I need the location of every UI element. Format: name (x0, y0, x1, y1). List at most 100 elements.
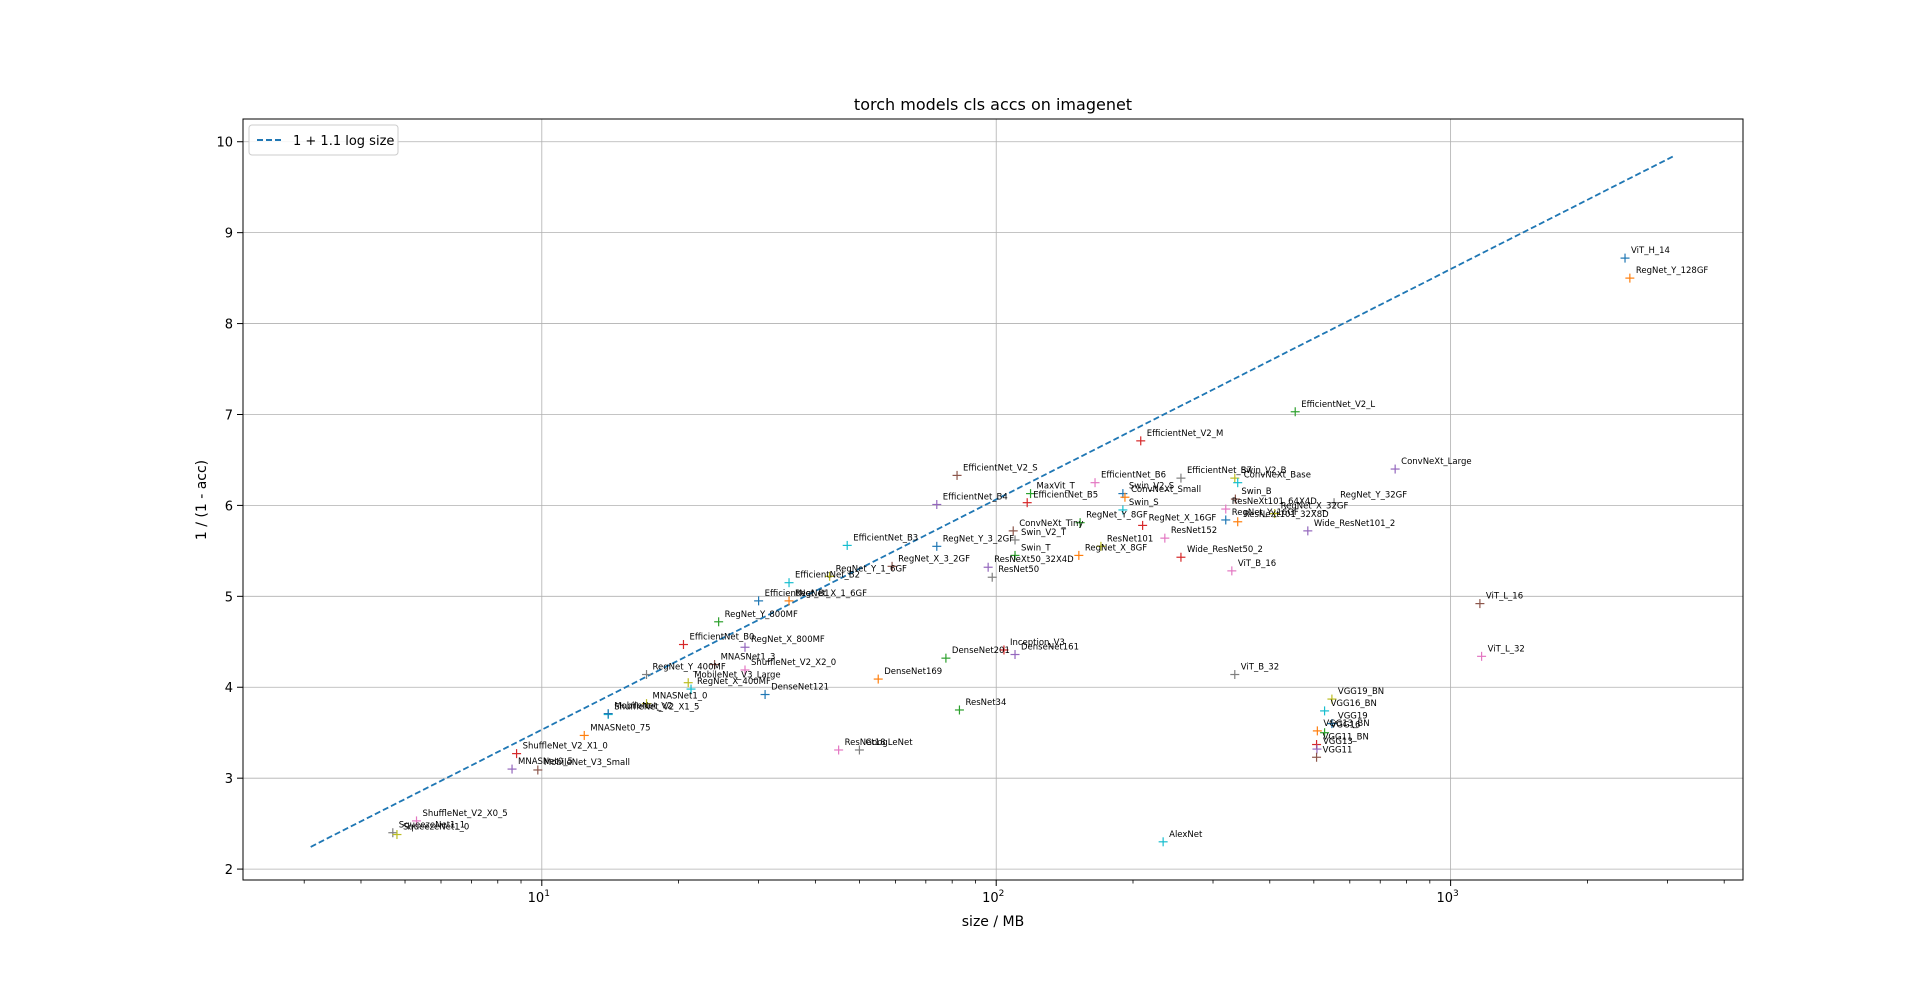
point-vit-h-14 (1620, 253, 1630, 263)
point-swin-v2-b (1230, 473, 1240, 483)
point-maxvit-t (1026, 489, 1036, 499)
point-label-shufflenet-v2-x2-0: ShuffleNet_V2_X2_0 (751, 658, 836, 668)
point-densenet161 (1010, 650, 1020, 660)
point-label-efficientnet-b7: EfficientNet_B7 (1187, 466, 1252, 476)
point-regnet-y-400mf (642, 670, 652, 680)
point-label-mnasnet1-3: MNASNet1_3 (721, 653, 776, 663)
y-tick-label: 2 (225, 863, 233, 878)
x-axis-label: size / MB (962, 914, 1024, 930)
point-label-vgg19: VGG19 (1338, 712, 1368, 722)
x-tick-label: 103 (1436, 889, 1458, 906)
point-regnet-x-3-2gf (887, 561, 897, 571)
point-regnet-y-128gf (1625, 273, 1635, 283)
point-resnet50 (987, 572, 997, 582)
point-convnext-large (1390, 464, 1400, 474)
point-label-resnet34: ResNet34 (965, 698, 1006, 708)
point-regnet-x-800mf (740, 642, 750, 652)
point-label-vit-h-14: ViT_H_14 (1631, 246, 1670, 256)
point-vgg13-bn (1312, 726, 1322, 736)
point-regnet-x-8gf (1074, 550, 1084, 560)
point-label-resnet101: ResNet101 (1107, 534, 1153, 544)
chart-title: torch models cls accs on imagenet (854, 95, 1132, 114)
point-convnext-small (1120, 492, 1130, 502)
point-efficientnet-b6 (1090, 478, 1100, 488)
y-tick-label: 7 (225, 408, 233, 423)
y-axis-ticks: 2 3 4 5 6 7 8 9 10 (216, 136, 243, 878)
point-resnext101-64x4d (1221, 504, 1231, 514)
point-squeezenet1-1 (388, 828, 398, 838)
point-resnext101-32x8d (1233, 517, 1243, 527)
point-wide-resnet101-2 (1303, 526, 1313, 536)
point-label-mobilenet-v2: MobileNet_V2 (614, 702, 672, 712)
point-resnet34 (954, 705, 964, 715)
point-label-vgg11: VGG11 (1323, 745, 1353, 755)
point-regnet-y-1-6gf (825, 571, 835, 581)
y-tick-label: 5 (225, 590, 233, 605)
point-label-alexnet: AlexNet (1169, 830, 1203, 840)
point-label-convnext-large: ConvNeXt_Large (1401, 457, 1471, 467)
point-mnasnet1-0 (642, 699, 652, 709)
point-alexnet (1158, 837, 1168, 847)
point-label-vit-b-32: ViT_B_32 (1241, 663, 1279, 673)
point-label-efficientnet-v2-s: EfficientNet_V2_S (963, 463, 1038, 473)
point-efficientnet-b4 (932, 500, 942, 510)
point-regnet-y-16gf (1221, 515, 1231, 525)
point-label-regnet-y-800mf: RegNet_Y_800MF (725, 610, 798, 620)
point-efficientnet-v2-s (952, 470, 962, 480)
point-efficientnet-b3 (842, 540, 852, 550)
point-label-swin-t: Swin_T (1021, 543, 1051, 553)
point-swin-v2-t (1010, 535, 1020, 545)
point-label-regnet-y-128gf: RegNet_Y_128GF (1636, 266, 1709, 276)
point-label-densenet169: DenseNet169 (884, 667, 942, 677)
point-label-efficientnet-v2-m: EfficientNet_V2_M (1147, 429, 1224, 439)
point-mnasnet1-3 (710, 660, 720, 670)
point-label-vgg13: VGG13 (1323, 737, 1353, 747)
point-label-vit-b-16: ViT_B_16 (1238, 559, 1276, 569)
point-resnet101 (1096, 541, 1106, 551)
point-swin-t (1010, 550, 1020, 560)
plot-frame (242, 118, 1744, 881)
y-tick-label: 4 (225, 681, 233, 696)
point-label-densenet161: DenseNet161 (1021, 643, 1079, 653)
point-label-squeezenet1-0: SqueezeNet1_0 (403, 823, 469, 833)
point-label-regnet-x-1-6gf: RegNet_X_1_6GF (795, 589, 867, 599)
point-label-mnasnet0-5: MNASNet0_5 (518, 757, 573, 767)
point-label-vgg16: VGG16 (1331, 721, 1361, 731)
point-label-squeezenet1-1: SqueezeNet1_1 (399, 821, 465, 831)
point-label-vgg19-bn: VGG19_BN (1338, 687, 1384, 697)
point-swin-b (1230, 494, 1240, 504)
point-label-resnet50: ResNet50 (998, 565, 1039, 575)
point-label-swin-v2-s: Swin_V2_S (1129, 482, 1174, 492)
fit-line-group (310, 155, 1675, 848)
point-label-efficientnet-b5: EfficientNet_B5 (1033, 491, 1098, 501)
point-efficientnet-b1 (754, 596, 764, 606)
point-mnasnet0-5 (507, 764, 517, 774)
x-axis-ticks: 101 102 103 (303, 880, 1725, 906)
legend-entry-label: 1 + 1.1 log size (293, 134, 394, 149)
point-label-regnet-y-400mf: RegNet_Y_400MF (653, 663, 726, 673)
point-label-convnext-tiny: ConvNeXt_Tiny (1019, 519, 1083, 529)
point-label-wide-resnet50-2: Wide_ResNet50_2 (1187, 545, 1263, 555)
point-label-googlenet: GoogLeNet (865, 738, 913, 748)
point-inception-v3 (999, 645, 1009, 655)
point-label-inception-v3: Inception_V3 (1010, 638, 1065, 648)
point-label-shufflenet-v2-x0-5: ShuffleNet_V2_X0_5 (423, 809, 508, 819)
point-swin-v2-s (1118, 489, 1128, 499)
point-label-swin-s: Swin_S (1129, 498, 1159, 508)
point-label-mobilenet-v3-small: MobileNet_V3_Small (544, 758, 630, 768)
point-regnet-x-32gf (1270, 509, 1280, 519)
point-densenet201 (941, 653, 951, 663)
point-label-regnet-x-16gf: RegNet_X_16GF (1149, 513, 1217, 523)
point-label-resnet18: ResNet18 (845, 738, 886, 748)
point-label-regnet-y-8gf: RegNet_Y_8GF (1086, 511, 1148, 521)
y-tick-label: 8 (225, 318, 233, 333)
point-label-regnet-y-32gf: RegNet_Y_32GF (1340, 491, 1407, 501)
y-tick-label: 6 (225, 499, 233, 514)
point-label-densenet121: DenseNet121 (771, 683, 829, 693)
point-vit-l-32 (1477, 651, 1487, 661)
point-label-regnet-x-400mf: RegNet_X_400MF (697, 677, 771, 687)
point-label-swin-b: Swin_B (1241, 487, 1271, 497)
point-label-maxvit-t: MaxVit_T (1037, 482, 1076, 492)
point-label-efficientnet-b4: EfficientNet_B4 (943, 493, 1008, 503)
